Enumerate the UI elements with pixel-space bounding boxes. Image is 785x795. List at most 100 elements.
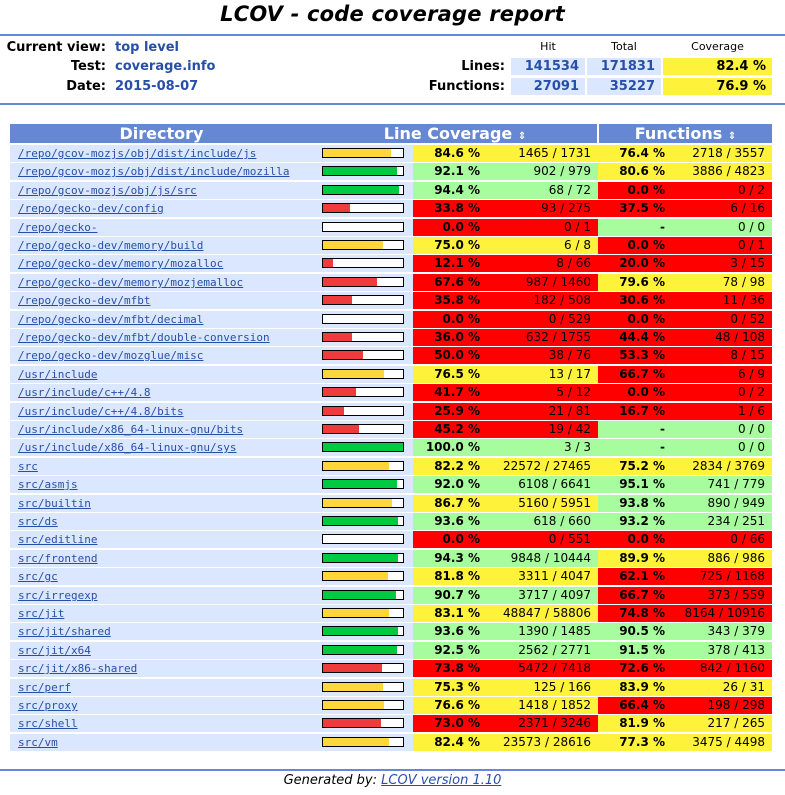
directory-cell: src/asmjs	[10, 476, 313, 493]
directory-link[interactable]: /repo/gecko-dev/memory/mozalloc	[18, 257, 224, 270]
function-coverage-hits: 3475 / 4498	[671, 734, 772, 751]
directory-link[interactable]: /usr/include/x86_64-linux-gnu/bits	[18, 423, 244, 436]
function-coverage-percent: 93.8 %	[598, 495, 671, 512]
directory-link[interactable]: /usr/include/c++/4.8	[18, 386, 151, 399]
directory-link[interactable]: src/frontend	[18, 552, 98, 565]
table-row: /repo/gcov-mozjs/obj/dist/include/js 84.6…	[10, 145, 772, 162]
sort-icon[interactable]: ⇕	[727, 131, 737, 142]
directory-link[interactable]: /usr/include	[18, 368, 98, 381]
coverage-bar-cell	[313, 421, 413, 438]
table-row: /repo/gecko-dev/memory/mozalloc 12.1 % 8 /…	[10, 255, 772, 272]
directory-link[interactable]: /repo/gecko-dev/memory/mozjemalloc	[18, 276, 244, 289]
table-row: /usr/include 76.5 % 13 / 17 66.7 % 6 / 9	[10, 366, 772, 383]
line-coverage-hits: 1390 / 1485	[486, 623, 598, 640]
directory-cell: /repo/gecko-dev/memory/mozjemalloc	[10, 274, 313, 291]
directory-link[interactable]: /usr/include/x86_64-linux-gnu/sys	[18, 441, 237, 454]
coverage-bar	[322, 682, 404, 692]
coverage-bar-fill	[323, 664, 382, 672]
coverage-bar-fill	[323, 719, 381, 727]
table-row: src/proxy 76.6 % 1418 / 1852 66.4 % 198 / 29…	[10, 697, 772, 714]
coverage-bar-fill	[323, 609, 389, 617]
directory-link[interactable]: /usr/include/c++/4.8/bits	[18, 405, 184, 418]
coverage-bar	[322, 700, 404, 710]
directory-link[interactable]: src/shell	[18, 717, 78, 730]
line-coverage-hits: 13 / 17	[486, 366, 598, 383]
directory-link[interactable]: src/editline	[18, 533, 98, 546]
directory-link[interactable]: src/builtin	[18, 497, 91, 510]
directory-link[interactable]: /repo/gcov-mozjs/obj/js/src	[18, 184, 197, 197]
directory-link[interactable]: src/asmjs	[18, 478, 78, 491]
coverage-bar-cell	[313, 531, 413, 548]
directory-link[interactable]: /repo/gecko-dev/mfbt/decimal	[18, 313, 204, 326]
table-row: /usr/include/c++/4.8 41.7 % 5 / 12 0.0 % 0 /…	[10, 384, 772, 401]
summary-functions-total: 35227	[587, 78, 661, 95]
table-row: src/jit/x86-shared 73.8 % 5472 / 7418 72.6 …	[10, 660, 772, 677]
line-coverage-percent: 41.7 %	[413, 384, 486, 401]
summary-total-header: Total	[611, 40, 637, 53]
function-coverage-hits: 842 / 1160	[671, 660, 772, 677]
directory-link[interactable]: src	[18, 460, 38, 473]
directory-link[interactable]: src/jit/shared	[18, 625, 111, 638]
directory-link[interactable]: src/vm	[18, 736, 58, 749]
line-coverage-percent: 45.2 %	[413, 421, 486, 438]
coverage-bar	[322, 553, 404, 563]
directory-link[interactable]: /repo/gecko-dev/mfbt/double-conversion	[18, 331, 270, 344]
directory-link[interactable]: /repo/gecko-dev/mozglue/misc	[18, 349, 204, 362]
function-coverage-hits: 0 / 66	[671, 531, 772, 548]
lcov-version-link[interactable]: LCOV version 1.10	[381, 773, 502, 788]
directory-cell: src/jit/shared	[10, 623, 313, 640]
directory-link[interactable]: /repo/gcov-mozjs/obj/dist/include/mozill…	[18, 165, 290, 178]
current-view-label: Current view:	[6, 40, 106, 55]
summary-lines-label: Lines:	[461, 59, 505, 74]
function-coverage-hits: 0 / 2	[671, 384, 772, 401]
directory-cell: src/jit	[10, 605, 313, 622]
line-coverage-hits: 125 / 166	[486, 679, 598, 696]
coverage-bar	[322, 645, 404, 655]
functions-column-header[interactable]: Functions ⇕	[599, 124, 772, 143]
function-coverage-percent: 77.3 %	[598, 734, 671, 751]
directory-link[interactable]: /repo/gecko-dev/memory/build	[18, 239, 204, 252]
directory-cell: src/proxy	[10, 697, 313, 714]
line-coverage-percent: 94.4 %	[413, 182, 486, 199]
directory-link[interactable]: /repo/gecko-dev/config	[18, 202, 164, 215]
directory-link[interactable]: /repo/gcov-mozjs/obj/dist/include/js	[18, 147, 257, 160]
directory-link[interactable]: src/perf	[18, 681, 71, 694]
line-coverage-percent: 35.8 %	[413, 292, 486, 309]
line-coverage-hits: 902 / 979	[486, 163, 598, 180]
line-coverage-hits: 9848 / 10444	[486, 550, 598, 567]
coverage-bar-fill	[323, 204, 350, 212]
directory-cell: /repo/gecko-dev/mozglue/misc	[10, 347, 313, 364]
directory-link[interactable]: src/gc	[18, 570, 58, 583]
line-coverage-column-header[interactable]: Line Coverage ⇕	[313, 124, 597, 143]
summary-functions-coverage: 76.9 %	[663, 78, 772, 95]
summary-functions-label: Functions:	[428, 79, 505, 94]
directory-cell: /usr/include/x86_64-linux-gnu/bits	[10, 421, 313, 438]
directory-link[interactable]: src/proxy	[18, 699, 78, 712]
line-coverage-hits: 3717 / 4097	[486, 587, 598, 604]
function-coverage-hits: 78 / 98	[671, 274, 772, 291]
coverage-bar	[322, 240, 404, 250]
function-coverage-percent: 91.5 %	[598, 642, 671, 659]
directory-link[interactable]: src/jit	[18, 607, 65, 620]
coverage-bar	[322, 590, 404, 600]
directory-link[interactable]: /repo/gecko-dev/mfbt	[18, 294, 151, 307]
directory-link[interactable]: src/jit/x86-shared	[18, 662, 138, 675]
function-coverage-hits: 886 / 986	[671, 550, 772, 567]
date-row: Date: 2015-08-07	[0, 77, 785, 96]
directory-link[interactable]: src/jit/x64	[18, 644, 91, 657]
directory-link[interactable]: src/ds	[18, 515, 58, 528]
coverage-bar-fill	[323, 701, 384, 709]
function-coverage-percent: 74.8 %	[598, 605, 671, 622]
line-coverage-percent: 84.6 %	[413, 145, 486, 162]
header-divider	[0, 103, 785, 105]
function-coverage-percent: 93.2 %	[598, 513, 671, 530]
coverage-bar-cell	[313, 200, 413, 217]
coverage-bar-fill	[323, 683, 383, 691]
coverage-bar-cell	[313, 734, 413, 751]
coverage-bar	[322, 277, 404, 287]
line-coverage-hits: 182 / 508	[486, 292, 598, 309]
sort-icon[interactable]: ⇕	[517, 131, 527, 142]
table-row: /repo/gcov-mozjs/obj/js/src 94.4 % 68 / 72…	[10, 182, 772, 199]
directory-cell: src/builtin	[10, 495, 313, 512]
directory-link[interactable]: src/irregexp	[18, 589, 98, 602]
